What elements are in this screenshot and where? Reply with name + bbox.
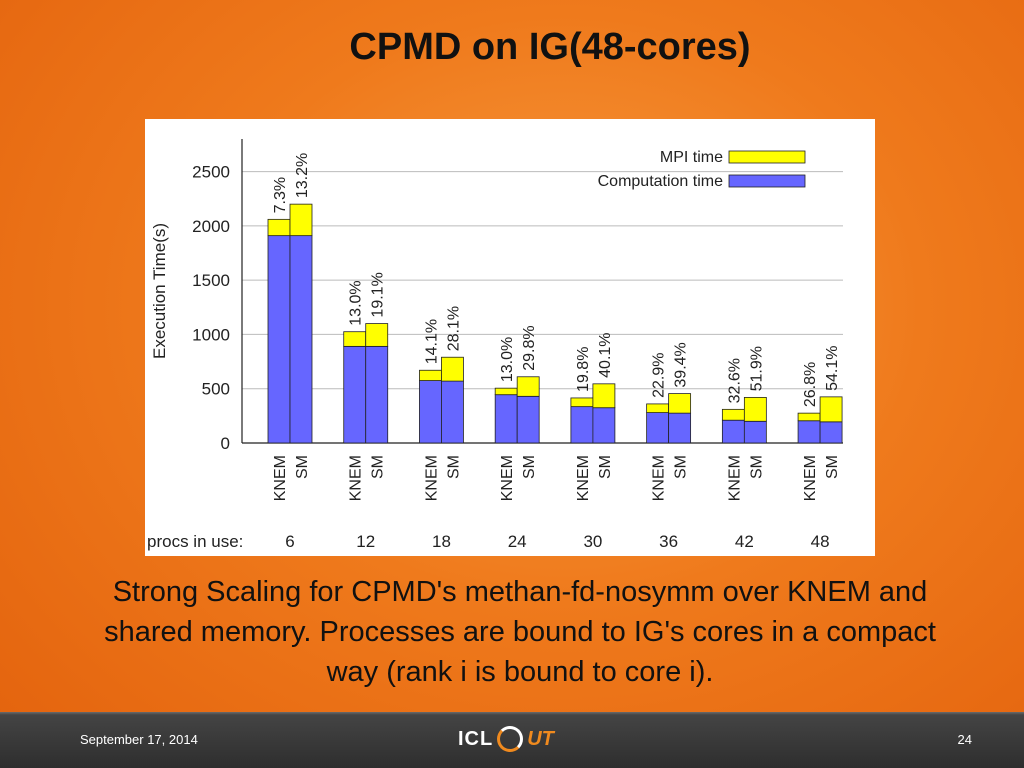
bar-computation-knem — [721, 419, 745, 444]
bar-annotation-knem: 32.6% — [726, 358, 743, 403]
y-tick-label: 2500 — [192, 163, 230, 182]
footer-date: September 17, 2014 — [80, 732, 198, 747]
bar-annotation-knem: 13.0% — [348, 280, 365, 325]
bar-mpi-knem — [721, 408, 745, 421]
x-group-label: 42 — [735, 532, 754, 551]
bar-mpi-sm — [516, 376, 540, 397]
bar-computation-knem — [570, 406, 594, 444]
bar-label-sm: SM — [521, 455, 538, 479]
bar-computation-sm — [365, 345, 389, 444]
bar-label-sm: SM — [370, 455, 387, 479]
bar-computation-knem — [419, 380, 442, 444]
bar-annotation-sm: 40.1% — [597, 332, 614, 377]
legend-swatch-computation — [728, 174, 806, 188]
bar-mpi-knem — [419, 369, 442, 381]
bar-annotation-knem: 19.8% — [575, 347, 592, 392]
bar-annotation-sm: 28.1% — [445, 306, 462, 351]
bar-label-knem: KNEM — [348, 455, 365, 501]
bar-computation-sm — [592, 407, 616, 444]
legend-label-mpi: MPI time — [660, 149, 723, 166]
bar-computation-sm — [743, 420, 767, 444]
bar-annotation-sm: 19.1% — [370, 272, 387, 317]
bar-label-sm: SM — [597, 455, 614, 479]
slide-title: CPMD on IG(48-cores) — [349, 26, 751, 68]
bar-annotation-sm: 13.2% — [294, 153, 311, 198]
bar-label-sm: SM — [824, 455, 841, 479]
x-group-label: 12 — [356, 532, 375, 551]
bar-mpi-knem — [267, 218, 291, 237]
bar-computation-sm — [668, 412, 692, 444]
bar-label-sm: SM — [673, 455, 690, 479]
bar-label-knem: KNEM — [499, 455, 516, 501]
bar-mpi-knem — [797, 412, 821, 422]
bar-label-knem: KNEM — [272, 455, 289, 501]
bar-label-knem: KNEM — [726, 455, 743, 501]
footer-page-number: 24 — [957, 732, 972, 747]
x-group-label: 24 — [508, 532, 527, 551]
bar-computation-knem — [797, 420, 821, 444]
bar-annotation-knem: 13.0% — [499, 337, 516, 382]
bar-annotation-sm: 39.4% — [673, 342, 690, 387]
x-group-label: 36 — [659, 532, 678, 551]
bar-annotation-sm: 54.1% — [824, 345, 841, 390]
logo-ut-text: UT — [527, 727, 554, 750]
y-tick-label: 500 — [202, 380, 230, 399]
y-tick-label: 1000 — [192, 325, 230, 344]
bar-mpi-knem — [646, 403, 670, 413]
bar-computation-sm — [516, 395, 540, 444]
bar-annotation-knem: 26.8% — [802, 362, 819, 407]
bar-label-sm: SM — [748, 455, 765, 479]
x-axis-label: procs in use: — [147, 532, 243, 551]
bar-annotation-knem: 7.3% — [272, 177, 289, 213]
footer-bar: September 17, 2014 ICL UT 24 — [0, 712, 1024, 768]
bar-computation-knem — [267, 235, 291, 444]
slide-caption: Strong Scaling for CPMD's methan-fd-nosy… — [104, 576, 936, 688]
bar-label-sm: SM — [445, 455, 462, 479]
icl-ut-logo: ICL UT — [458, 724, 554, 754]
bar-mpi-knem — [494, 387, 518, 396]
logo-swirl-icon — [497, 726, 524, 752]
stacked-bar-chart: 0 500 1000 1500 2000 2500 Execution Time(s) 7.3… — [147, 139, 843, 551]
x-group-label: 30 — [583, 532, 602, 551]
logo-icl-text: ICL — [458, 727, 494, 750]
bar-annotation-knem: 14.1% — [423, 319, 440, 364]
bar-mpi-knem — [570, 397, 594, 408]
bar-computation-sm — [289, 235, 313, 444]
bar-label-sm: SM — [294, 455, 311, 479]
bar-annotation-knem: 22.9% — [651, 353, 668, 398]
bar-mpi-sm — [743, 396, 767, 422]
bar-annotation-sm: 29.8% — [521, 325, 538, 370]
legend-label-computation: Computation time — [598, 173, 723, 190]
bar-computation-knem — [646, 412, 670, 444]
bar-computation-sm — [819, 421, 843, 444]
bar-label-knem: KNEM — [423, 455, 440, 501]
bar-mpi-sm — [289, 203, 313, 237]
bar-mpi-sm — [668, 393, 692, 414]
bar-mpi-sm — [592, 383, 616, 409]
bar-annotation-sm: 51.9% — [748, 346, 765, 391]
y-tick-label: 0 — [221, 434, 230, 453]
y-axis-label: Execution Time(s) — [150, 223, 169, 359]
bar-mpi-sm — [365, 323, 389, 347]
bar-mpi-sm — [819, 396, 843, 423]
x-group-label: 48 — [811, 532, 830, 551]
bar-label-knem: KNEM — [802, 455, 819, 501]
bar-label-knem: KNEM — [575, 455, 592, 501]
legend-swatch-mpi — [728, 150, 806, 164]
x-group-label: 18 — [432, 532, 451, 551]
y-tick-label: 1500 — [192, 271, 230, 290]
bar-mpi-sm — [441, 356, 464, 382]
y-tick-label: 2000 — [192, 217, 230, 236]
x-group-label: 6 — [285, 532, 294, 551]
bar-computation-knem — [343, 345, 367, 444]
chart-panel: 0 500 1000 1500 2000 2500 Execution Time(s) 7.3… — [145, 119, 875, 556]
bar-label-knem: KNEM — [651, 455, 668, 501]
bar-computation-sm — [441, 380, 464, 444]
bar-mpi-knem — [343, 331, 367, 347]
bar-computation-knem — [494, 394, 518, 444]
